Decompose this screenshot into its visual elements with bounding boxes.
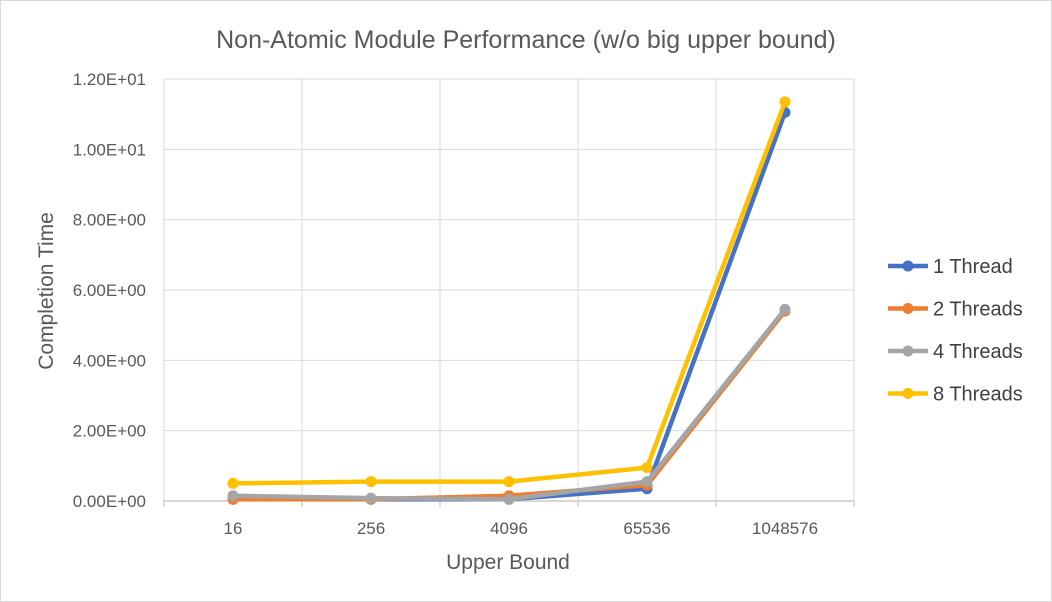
data-point — [641, 476, 653, 488]
y-tick-label: 8.00E+00 — [73, 211, 146, 230]
legend-swatch-marker — [902, 260, 914, 272]
data-point — [779, 303, 791, 315]
y-tick-label: 0.00E+00 — [73, 492, 146, 511]
legend-label: 8 Threads — [933, 384, 1023, 406]
legend: 1 Thread 2 Threads 4 Threads 8 Threads — [888, 256, 1023, 406]
data-point — [227, 477, 239, 489]
data-point — [503, 476, 515, 488]
legend-item: 1 Thread — [888, 256, 1013, 278]
y-tick-label: 4.00E+00 — [73, 351, 146, 370]
series-3 — [227, 303, 791, 505]
data-point — [641, 462, 653, 474]
series-line — [230, 99, 788, 486]
y-axis-title: Completion Time — [35, 212, 58, 370]
legend-swatch-marker — [902, 345, 914, 357]
x-axis-ticks: 16 256 4096 65536 1048576 — [224, 519, 819, 538]
data-point — [227, 490, 239, 502]
x-axis-title: Upper Bound — [446, 551, 570, 574]
x-tick-label: 256 — [357, 519, 385, 538]
y-tick-label: 6.00E+00 — [73, 281, 146, 300]
x-tick-label: 16 — [224, 519, 243, 538]
legend-label: 2 Threads — [933, 299, 1023, 321]
data-point — [503, 493, 515, 505]
legend-label: 1 Thread — [933, 256, 1013, 278]
data-point — [365, 476, 377, 488]
series-line — [230, 110, 788, 502]
x-tick-label: 65536 — [623, 519, 670, 538]
legend-item: 2 Threads — [888, 299, 1023, 321]
legend-label: 4 Threads — [933, 341, 1023, 363]
series-4 — [227, 96, 791, 489]
y-axis-ticks: 0.00E+00 2.00E+00 4.00E+00 6.00E+00 8.00E+00… — [73, 70, 146, 511]
legend-swatch-marker — [902, 388, 914, 399]
x-tick-label: 4096 — [490, 519, 528, 538]
data-point — [365, 492, 377, 504]
x-tick-label: 1048576 — [752, 519, 818, 538]
y-tick-label: 2.00E+00 — [73, 422, 146, 441]
y-tick-label: 1.20E+01 — [73, 70, 146, 89]
chart-title: Non-Atomic Module Performance (w/o big u… — [216, 26, 836, 54]
legend-swatch-marker — [902, 303, 914, 314]
series-lines — [227, 96, 791, 505]
gridlines — [163, 78, 855, 507]
y-tick-label: 1.00E+01 — [73, 140, 146, 159]
data-point — [779, 96, 791, 108]
legend-item: 4 Threads — [888, 341, 1023, 363]
legend-item: 8 Threads — [888, 384, 1023, 406]
